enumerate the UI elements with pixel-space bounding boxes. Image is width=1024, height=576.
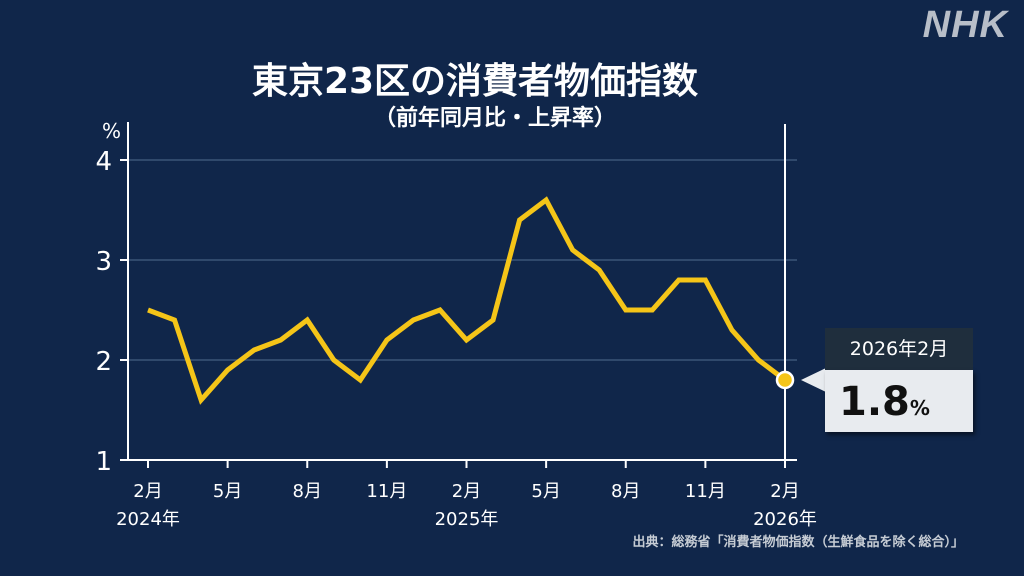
x-tick-label: 2月 bbox=[133, 481, 162, 502]
x-tick-label: 5月 bbox=[531, 481, 560, 502]
x-tick-label: 11月 bbox=[366, 481, 407, 502]
latest-value-callout: 2026年2月 1.8% bbox=[825, 328, 973, 432]
y-axis-unit: % bbox=[102, 119, 121, 143]
x-tick-label: 2月 bbox=[452, 481, 481, 502]
callout-unit: % bbox=[909, 396, 930, 420]
callout-value-box: 1.8% bbox=[825, 370, 973, 432]
y-tick-label: 4 bbox=[95, 147, 112, 177]
chart-title: 東京23区の消費者物価指数 bbox=[251, 61, 699, 102]
x-year-label: 2025年 bbox=[435, 509, 499, 530]
nhk-logo: NHK bbox=[922, 4, 1008, 46]
x-tick-label: 11月 bbox=[685, 481, 726, 502]
callout-date: 2026年2月 bbox=[825, 328, 973, 370]
source-note: 出典：総務省「消費者物価指数（生鮮食品を除く総合）」 bbox=[632, 535, 964, 550]
latest-data-point bbox=[775, 370, 795, 390]
x-year-label: 2024年 bbox=[116, 509, 180, 530]
x-tick-label: 2月 bbox=[770, 481, 799, 502]
y-tick-label: 1 bbox=[95, 447, 112, 477]
x-tick-label: 8月 bbox=[611, 481, 640, 502]
cpi-series-line bbox=[147, 196, 787, 405]
y-tick-label: 3 bbox=[95, 247, 112, 277]
x-tick-label: 8月 bbox=[293, 481, 322, 502]
x-tick-label: 5月 bbox=[213, 481, 242, 502]
callout-pointer bbox=[801, 368, 826, 392]
chart-subtitle: （前年同月比・上昇率） bbox=[373, 106, 616, 131]
y-tick-label: 2 bbox=[95, 347, 112, 377]
callout-value: 1.8 bbox=[839, 379, 910, 425]
x-year-label: 2026年 bbox=[753, 509, 817, 530]
